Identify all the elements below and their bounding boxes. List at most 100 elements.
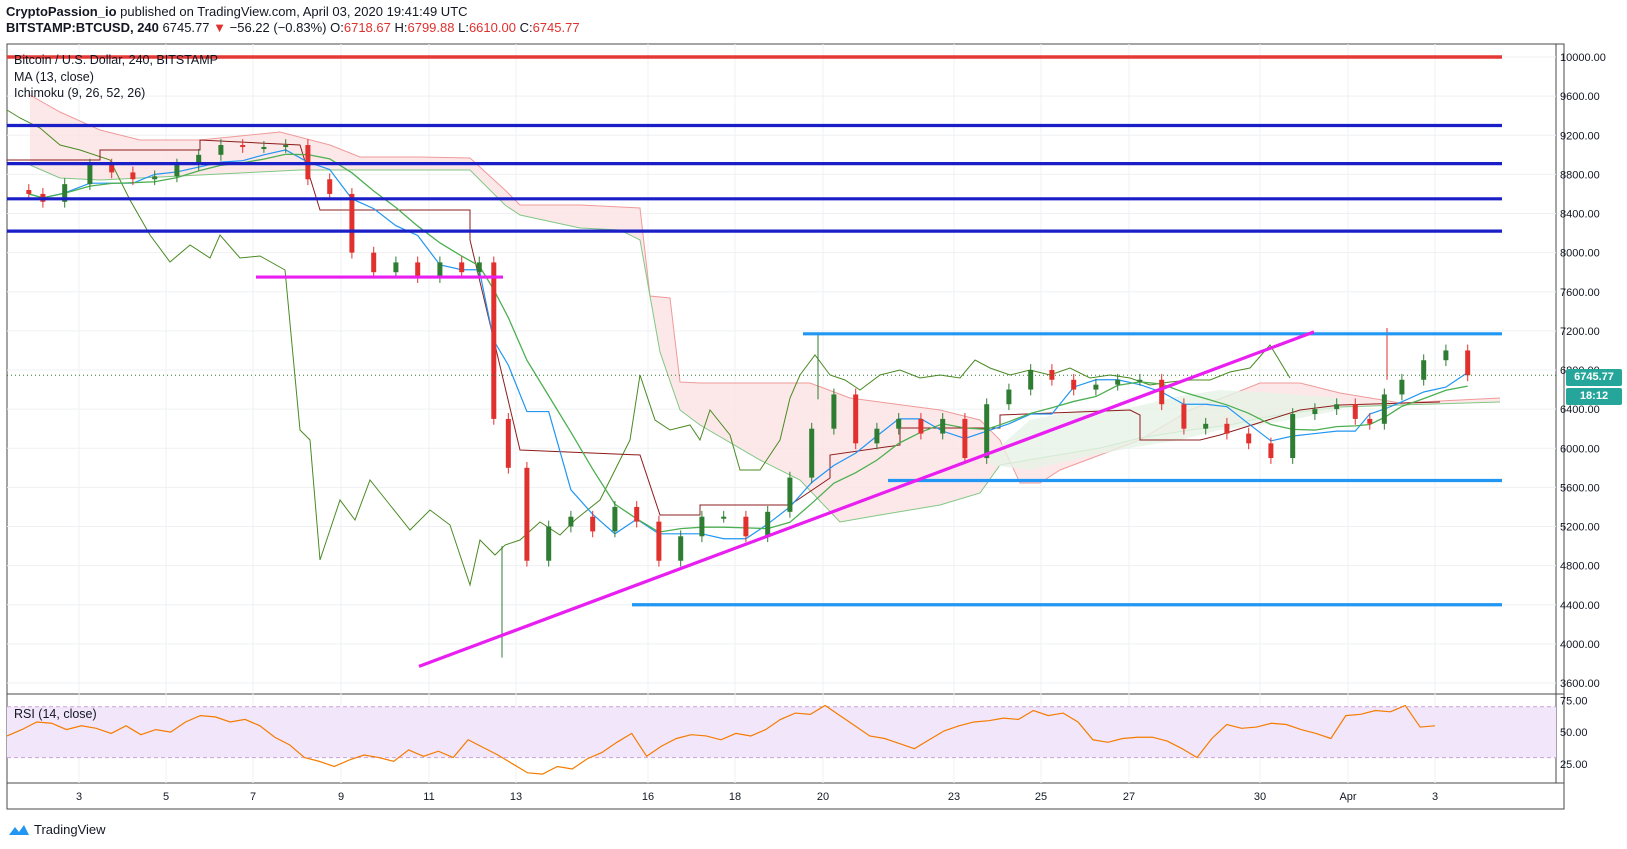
y-tick-label: 4400.00 [1560,600,1600,612]
candle-body [568,516,574,527]
x-tick-label: 30 [1254,791,1266,803]
candle-body [1006,389,1012,405]
candle-body [678,536,684,561]
candle-body [327,179,333,194]
symbol-name: BITSTAMP:BTCUSD, 240 [6,20,159,35]
candle-body [1290,414,1296,459]
candle-body [1421,360,1427,380]
y-tick-label: 3600.00 [1560,678,1600,690]
chikou-span [6,109,1291,587]
candle-body [743,516,749,537]
low-label: L: [458,20,469,35]
publish-info: published on TradingView.com, April 03, … [120,4,468,19]
last-price: 6745.77 [162,20,210,35]
rsi-legend[interactable]: RSI (14, close) [14,707,97,721]
indicator-legend: Bitcoin / U.S. Dollar, 240, BITSTAMP MA … [14,52,218,102]
candle-body [1028,370,1034,390]
candle-body [240,145,246,148]
candle-body [1352,404,1358,419]
y-tick-label: 9200.00 [1560,130,1600,142]
y-tick-label: 6000.00 [1560,443,1600,455]
y-tick-label: 6400.00 [1560,404,1600,416]
candle-body [896,418,902,429]
y-tick-label: 7200.00 [1560,326,1600,338]
x-tick-label: 7 [250,791,256,803]
candle-body [437,262,443,278]
candle-body [109,164,115,173]
brand-name: TradingView [34,822,106,837]
candle-body [1159,379,1165,405]
tradingview-logo-icon [9,824,29,835]
y-tick-label: 8000.00 [1560,248,1600,260]
x-tick-label: 3 [1432,791,1438,803]
candle-body [1334,404,1340,410]
candle-body [984,404,990,459]
x-tick-label: 3 [76,791,82,803]
y-tick-label: 4000.00 [1560,639,1600,651]
candle-body [196,154,202,165]
candle-body [26,190,32,194]
ichimoku-cloud [30,95,1500,522]
candle-body [831,394,837,429]
candle-body [1443,350,1449,361]
candle-body [1367,418,1373,424]
candle-body [261,146,267,149]
candle-body [218,145,224,155]
candle-body [809,428,815,478]
x-tick-label: 11 [423,791,434,803]
x-tick-label: 5 [163,791,169,803]
candle-body [505,418,511,468]
candle-body [1224,423,1230,434]
ichimoku-legend[interactable]: Ichimoku (9, 26, 52, 26) [14,86,146,100]
x-tick-label: Apr [1339,791,1356,803]
candle-body [962,418,968,459]
x-tick-label: 27 [1123,791,1135,803]
candle-body [1465,350,1471,376]
candle-body [765,511,771,537]
candle-body [491,262,497,419]
x-tick-label: 18 [729,791,741,803]
candle-body [787,477,793,512]
candle-body [612,506,618,532]
x-tick-label: 20 [817,791,829,803]
x-tick-label: 9 [338,791,344,803]
candle-body [87,164,93,185]
y-tick-label: 5600.00 [1560,482,1600,494]
candle-body [590,516,596,532]
candle-body [130,172,136,180]
rsi-band [7,706,1556,758]
author-name[interactable]: CryptoPassion_io [6,4,117,19]
candle-body [1137,379,1143,382]
candle-body [940,418,946,434]
candle-body [1115,379,1121,385]
y-tick-label: 8800.00 [1560,169,1600,181]
price-change: −56.22 (−0.83%) [229,20,327,35]
candle-body [1093,384,1099,390]
candle-body [415,262,421,278]
ma-legend[interactable]: MA (13, close) [14,69,94,84]
candle-body [1268,443,1274,459]
candle-body [1071,379,1077,390]
candle-body [1312,409,1318,415]
chart-title: Bitcoin / U.S. Dollar, 240, BITSTAMP [14,53,219,67]
rsi-tick-label: 25.00 [1560,759,1588,771]
candle-body [546,526,552,561]
ichimoku-cloud-bullish [990,390,1340,470]
candle-body [699,516,705,537]
tradingview-brand[interactable]: TradingView [8,822,106,837]
ohlc-header: BITSTAMP:BTCUSD, 240 6745.77 ▼ −56.22 (−… [6,20,580,35]
candle-body [524,467,530,561]
publish-header: CryptoPassion_io published on TradingVie… [6,4,468,19]
low-value: 6610.00 [468,20,516,35]
y-tick-label: 7600.00 [1560,287,1600,299]
close-value: 6745.77 [532,20,580,35]
ascending-trendline [418,330,1315,668]
y-tick-label: 8400.00 [1560,209,1600,221]
candle-body [476,262,482,273]
candle-body [459,262,465,273]
rsi-tick-label: 75.00 [1560,695,1588,707]
open-value: 6718.67 [343,20,391,35]
candle-body [634,506,640,522]
y-tick-label: 9600.00 [1560,91,1600,103]
